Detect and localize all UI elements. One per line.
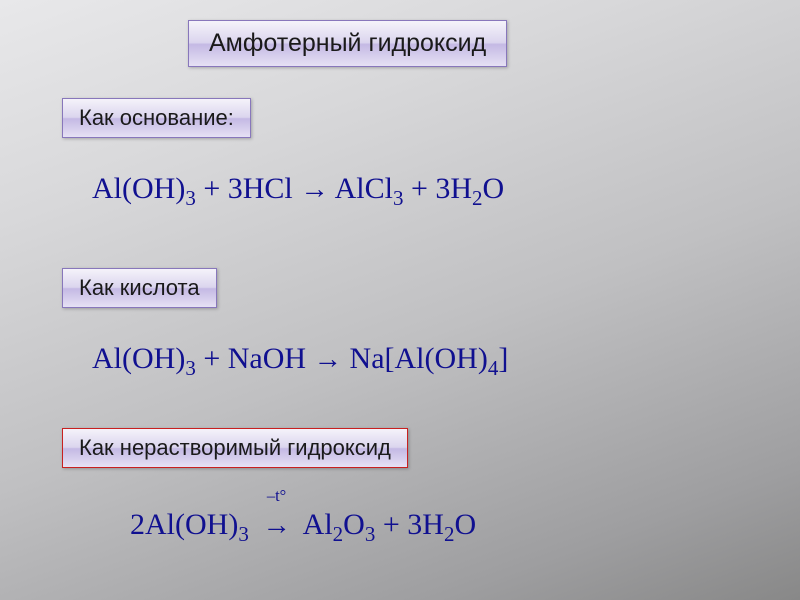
eq3-temp: –t° [267, 486, 286, 506]
eq1-rhs1: AlCl [329, 172, 393, 205]
eq3-sp [249, 508, 257, 541]
as-insoluble-box: Как нерастворимый гидроксид [62, 428, 408, 468]
eq2-lhs1: Al(OH) [92, 342, 185, 375]
eq3-arrow: → [262, 509, 291, 541]
eq2-plus1: + NaOH [196, 342, 314, 375]
title-box: Амфотерный гидроксид [188, 20, 507, 67]
eq1-lhs1: Al(OH) [92, 172, 185, 205]
eq1-plus1: + 3HCl [196, 172, 300, 205]
eq3-plus2: + 3H [375, 508, 444, 541]
eq3-lhs1: 2Al(OH) [130, 508, 238, 541]
as-insoluble-text: Как нерастворимый гидроксид [79, 435, 391, 460]
eq3-rhs1-o: O [343, 508, 365, 541]
equation-base: Al(OH)3 + 3HCl → AlCl3 + 3H2O [92, 172, 504, 211]
eq1-plus2: + 3H [403, 172, 472, 205]
eq3-h2o-o: O [454, 508, 476, 541]
eq3-rhs1-sub1: 2 [333, 522, 344, 546]
eq3-lhs1-sub: 3 [238, 522, 249, 546]
eq1-arrow: → [300, 173, 329, 205]
eq1-h2o-o: O [483, 172, 505, 205]
eq3-rhs1: Al [297, 508, 333, 541]
as-base-box: Как основание: [62, 98, 251, 138]
as-acid-text: Как кислота [79, 275, 200, 300]
eq3-temp-arrow: –t°→ [262, 508, 291, 542]
eq2-rhs1-sub: 4 [488, 356, 499, 380]
eq3-rhs1-sub2: 3 [365, 522, 376, 546]
eq3-h2o-sub: 2 [444, 522, 455, 546]
eq1-h2o-sub: 2 [472, 186, 483, 210]
title-text: Амфотерный гидроксид [209, 29, 486, 57]
eq1-rhs1-sub: 3 [393, 186, 404, 210]
eq1-lhs1-sub: 3 [185, 186, 196, 210]
eq2-lhs1-sub: 3 [185, 356, 196, 380]
eq2-close: ] [498, 342, 508, 375]
equation-insoluble: 2Al(OH)3 –t°→ Al2O3 + 3H2O [130, 508, 476, 547]
as-acid-box: Как кислота [62, 268, 217, 308]
eq2-arrow: → [314, 343, 343, 375]
equation-acid: Al(OH)3 + NaOH → Na[Al(OH)4] [92, 342, 508, 381]
eq2-rhs1: Na[Al(OH) [342, 342, 488, 375]
as-base-text: Как основание: [79, 105, 234, 130]
